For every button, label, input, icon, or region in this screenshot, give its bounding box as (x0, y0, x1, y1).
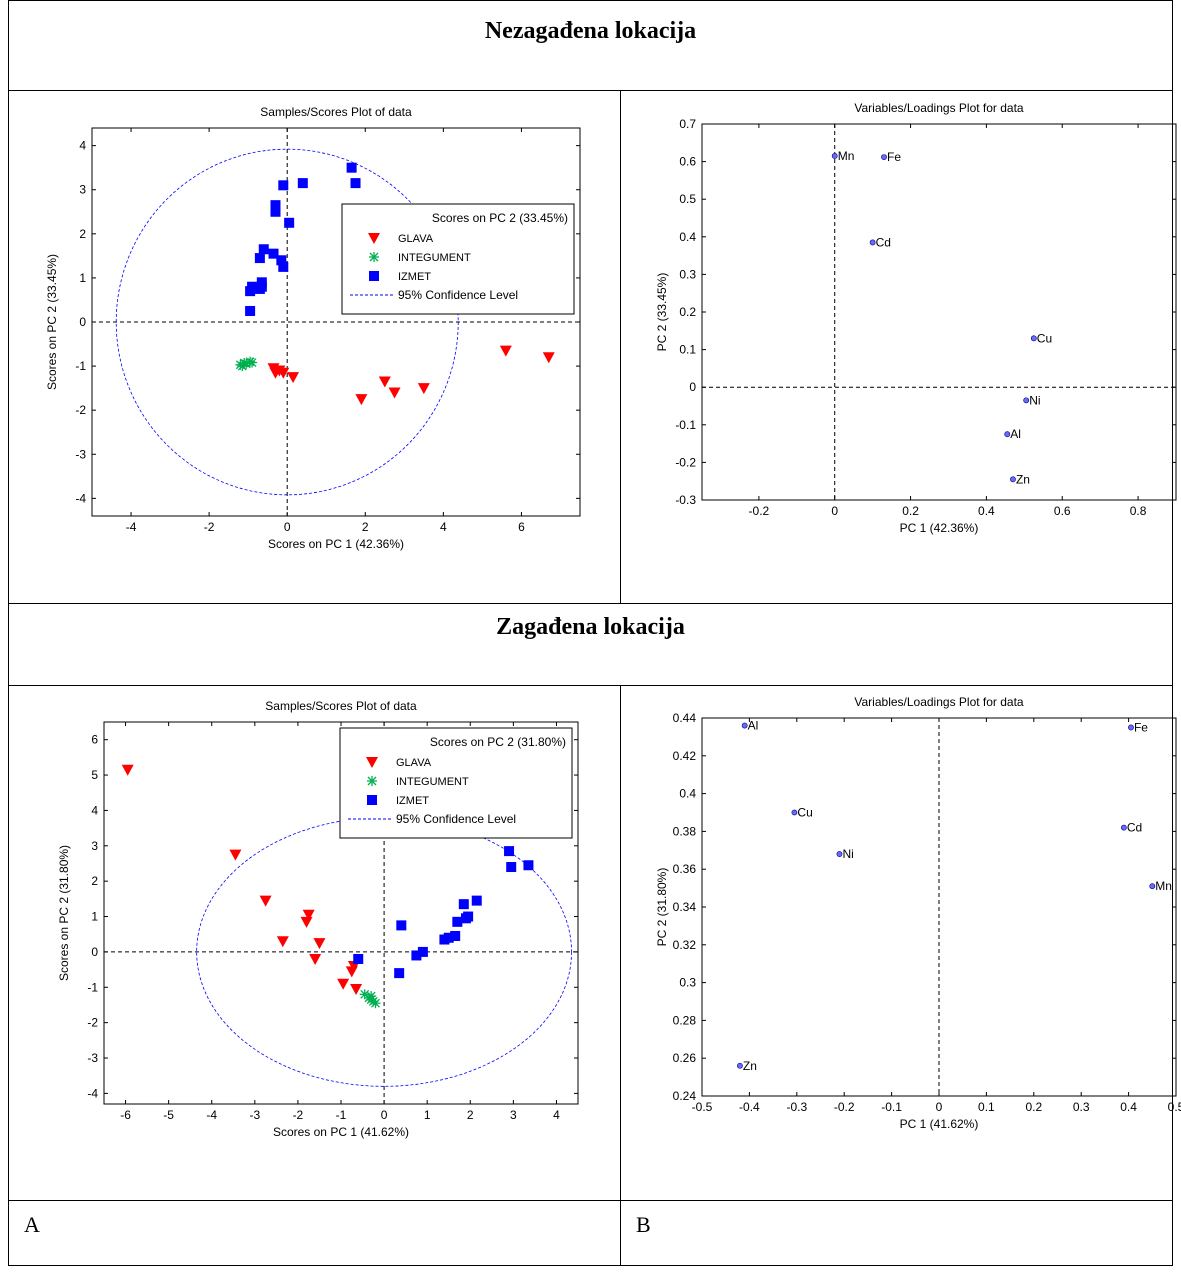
panel-label-b: B (636, 1212, 651, 1237)
column-divider (620, 90, 621, 603)
row-divider (8, 603, 1173, 604)
section-title-polluted: Zagađena lokacija (496, 614, 685, 640)
row-divider (8, 685, 1173, 686)
figure-table (8, 0, 1173, 1266)
panel-label-a: A (24, 1212, 40, 1237)
section-title-unpolluted: Nezagađena lokacija (484, 18, 697, 44)
row-divider (8, 90, 1173, 91)
column-divider (620, 685, 621, 1266)
row-divider (8, 1200, 1173, 1201)
